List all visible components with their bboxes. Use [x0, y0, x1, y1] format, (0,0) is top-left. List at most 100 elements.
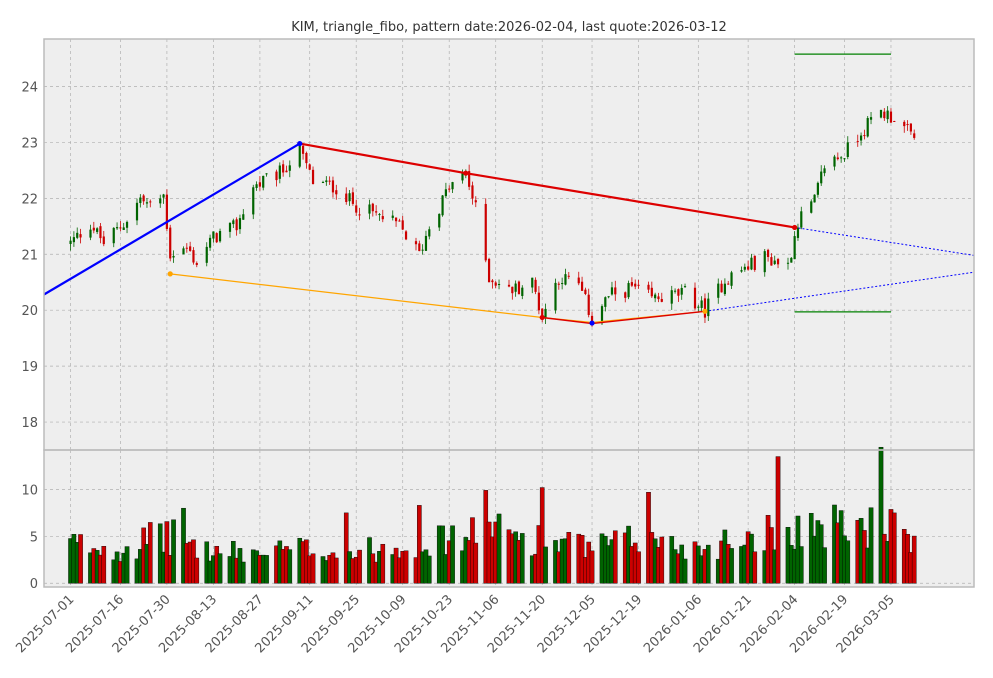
volume-bar [426, 555, 432, 584]
candle-body [670, 290, 673, 304]
volume-bar [798, 546, 804, 584]
candle-body [883, 111, 886, 119]
volume-bar [287, 549, 293, 584]
candle-body [750, 257, 753, 270]
candle-body [856, 141, 859, 143]
candle-body [368, 204, 371, 214]
candle-body [683, 286, 687, 288]
candle-body [228, 222, 232, 232]
candle-body [836, 157, 839, 160]
candle-body [810, 201, 813, 213]
candle-body [371, 203, 374, 212]
candle-body [394, 217, 398, 222]
candle-body [909, 123, 912, 132]
candle-body [119, 227, 122, 229]
candle-body [172, 255, 175, 258]
candle-body [840, 157, 843, 159]
candle-body [72, 237, 75, 243]
volume-bar [473, 542, 479, 584]
candle-body [590, 315, 594, 323]
candle-body [796, 227, 800, 238]
volume-bar [729, 548, 734, 584]
pattern-markers [167, 140, 798, 326]
volume-bar [868, 507, 874, 584]
volume-bar [752, 551, 758, 584]
candle-body [208, 237, 212, 248]
candle-body [484, 203, 487, 261]
candle-body [418, 243, 421, 252]
volume-bar [147, 522, 153, 584]
volume-bar [539, 487, 545, 584]
candle-body [474, 200, 477, 203]
volume-bar [357, 549, 362, 584]
candle-body [424, 235, 428, 251]
candle-body [215, 233, 218, 243]
candle-body [282, 164, 285, 173]
candle-body [786, 262, 790, 264]
volume-bar [380, 543, 386, 584]
candle-body [428, 229, 431, 237]
candle-body [381, 216, 384, 220]
candle-body [162, 194, 165, 198]
candle-body [776, 259, 780, 265]
volume-bar [217, 553, 223, 584]
candle-body [637, 284, 640, 286]
candle-body [205, 246, 208, 263]
candle-body [165, 194, 168, 229]
candle-body [232, 220, 235, 225]
candle-body [112, 227, 115, 244]
candle-body [879, 109, 883, 118]
candle-body [135, 202, 139, 221]
candle-body [813, 194, 816, 203]
candle-body [421, 249, 424, 251]
price-y-axis: 18 19 20 21 22 23 24 [21, 81, 38, 432]
candle-body [587, 294, 590, 315]
candle-body [375, 211, 378, 213]
volume-bar [333, 557, 339, 584]
volume-bar [194, 557, 200, 584]
candle-body [544, 308, 547, 318]
candle-body [308, 164, 311, 170]
candle-body [185, 247, 188, 249]
candle-body [404, 231, 408, 240]
candle-body [444, 189, 447, 197]
candle-body [99, 226, 102, 239]
volume-bar [612, 530, 618, 584]
candle-body [238, 218, 242, 230]
candle-body [693, 287, 697, 309]
candle-body [517, 281, 521, 295]
volume-bar [171, 519, 176, 584]
pattern-point-marker [792, 224, 798, 231]
candle-body [142, 195, 145, 202]
pattern-point-marker [702, 308, 708, 314]
candle-body [169, 227, 172, 259]
candle-body [345, 193, 348, 202]
candle-body [235, 219, 238, 231]
price-y-tick-label: 18 [21, 416, 38, 431]
candle-body [627, 283, 630, 298]
candle-body [391, 215, 394, 218]
volume-bar [636, 551, 641, 584]
candle-body [703, 298, 707, 318]
candle-body [96, 228, 99, 232]
candle-body [195, 263, 198, 265]
volume-y-tick-label: 10 [21, 483, 38, 498]
candle-body [820, 171, 823, 184]
volume-bar [705, 544, 711, 584]
volume-bar [682, 558, 688, 584]
candle-body [747, 266, 750, 270]
pattern-point-marker [297, 140, 303, 147]
volume-bar [845, 540, 851, 584]
candle-body [514, 283, 517, 292]
volume-bar [878, 446, 884, 584]
volume-y-axis: 0 5 10 [21, 483, 38, 592]
volume-bar [403, 550, 409, 584]
candle-body [770, 257, 773, 266]
candle-body [889, 111, 893, 123]
candle-body [680, 287, 683, 295]
volume-bar [659, 536, 665, 584]
volume-bar [240, 561, 246, 584]
candle-body [577, 277, 580, 284]
volume-bar [101, 546, 107, 584]
